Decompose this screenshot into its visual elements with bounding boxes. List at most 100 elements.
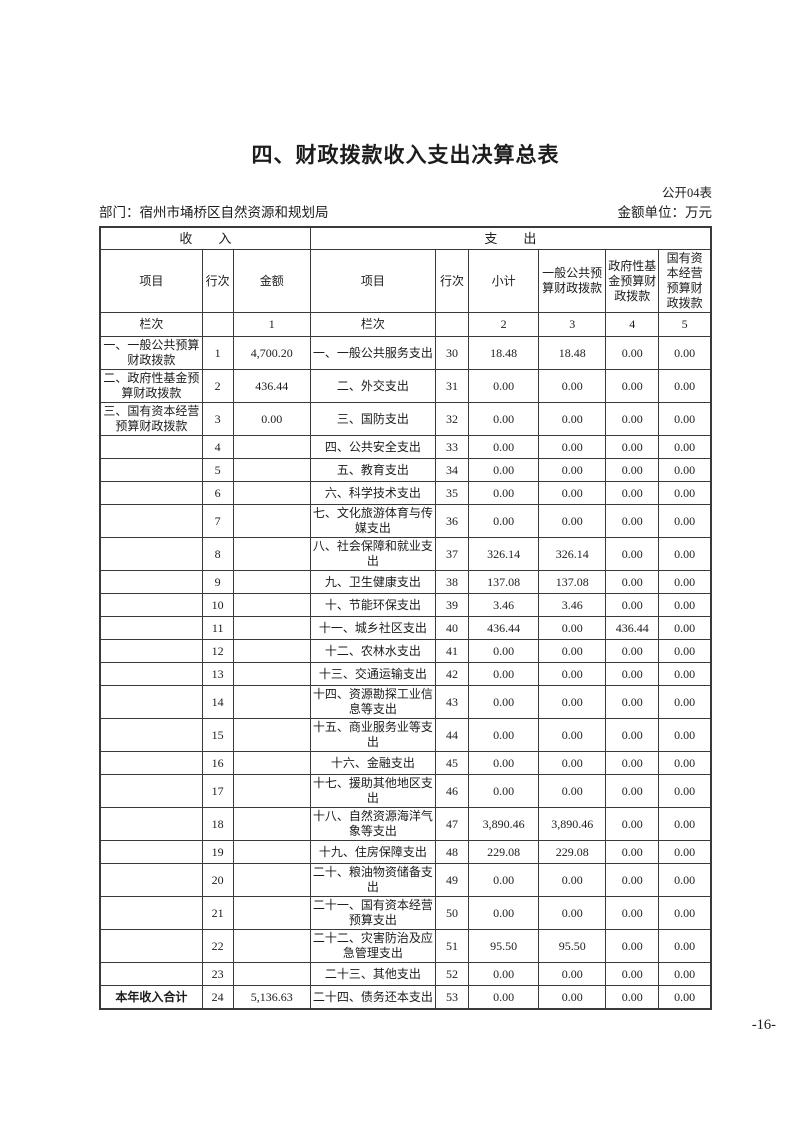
table-row: 19 十九、住房保障支出 48 229.08 229.08 0.00 0.00 [99, 840, 712, 864]
income-amount-cell [232, 481, 311, 505]
expense-line-header: 行次 [434, 249, 470, 313]
state-capital-budget-cell: 0.00 [658, 639, 712, 663]
expense-item-cell: 二十四、债务还本支出 [309, 985, 437, 1010]
income-item-cell: 本年收入合计 [99, 985, 203, 1010]
subtotal-cell: 0.00 [468, 685, 540, 719]
general-public-budget-cell: 0.00 [538, 685, 607, 719]
government-fund-budget-cell: 0.00 [605, 369, 660, 403]
general-public-budget-header: 一般公共预算财政拨款 [538, 249, 607, 313]
table-row: 18 十八、自然资源海洋气象等支出 47 3,890.46 3,890.46 0… [99, 807, 712, 841]
government-fund-budget-cell: 0.00 [605, 481, 660, 505]
income-amount-cell [232, 662, 311, 686]
subtotal-cell: 0.00 [468, 962, 540, 986]
expense-item-cell: 一、一般公共服务支出 [309, 336, 437, 370]
income-amount-cell [232, 863, 311, 897]
government-fund-budget-cell: 0.00 [605, 807, 660, 841]
table-row: 17 十七、援助其他地区支出 46 0.00 0.00 0.00 0.00 [99, 774, 712, 808]
general-public-budget-cell: 0.00 [538, 402, 607, 436]
subtotal-cell: 0.00 [468, 774, 540, 808]
expense-line-cell: 45 [434, 751, 470, 775]
general-public-budget-cell: 0.00 [538, 369, 607, 403]
government-fund-budget-cell: 0.00 [605, 570, 660, 594]
table-row: 一、一般公共预算财政拨款 1 4,700.20 一、一般公共服务支出 30 18… [99, 336, 712, 370]
expense-line-cell: 41 [434, 639, 470, 663]
table-row: 9 九、卫生健康支出 38 137.08 137.08 0.00 0.00 [99, 570, 712, 594]
table-row: 三、国有资本经营预算财政拨款 3 0.00 三、国防支出 32 0.00 0.0… [99, 402, 712, 436]
government-fund-budget-cell: 0.00 [605, 639, 660, 663]
table-row: 5 五、教育支出 34 0.00 0.00 0.00 0.00 [99, 458, 712, 482]
table-row: 4 四、公共安全支出 33 0.00 0.00 0.00 0.00 [99, 435, 712, 459]
income-line-cell: 10 [201, 593, 234, 617]
government-fund-budget-cell: 0.00 [605, 840, 660, 864]
general-public-budget-cell: 229.08 [538, 840, 607, 864]
general-public-budget-cell: 137.08 [538, 570, 607, 594]
general-public-budget-cell: 0.00 [538, 662, 607, 686]
income-amount-cell [232, 840, 311, 864]
state-capital-budget-cell: 0.00 [658, 962, 712, 986]
income-line-cell: 4 [201, 435, 234, 459]
column-index-row: 栏次 1 栏次 2 3 4 5 [99, 312, 712, 337]
expense-item-cell: 二十三、其他支出 [309, 962, 437, 986]
table-row: 12 十二、农林水支出 41 0.00 0.00 0.00 0.00 [99, 639, 712, 663]
income-item-cell [99, 481, 203, 505]
expense-item-cell: 六、科学技术支出 [309, 481, 437, 505]
income-item-cell [99, 840, 203, 864]
general-public-budget-cell: 0.00 [538, 985, 607, 1010]
state-capital-budget-cell: 0.00 [658, 336, 712, 370]
subtotal-cell: 0.00 [468, 504, 540, 538]
general-public-budget-cell: 3.46 [538, 593, 607, 617]
general-public-budget-cell: 18.48 [538, 336, 607, 370]
state-capital-budget-cell: 0.00 [658, 929, 712, 963]
income-amount-cell: 436.44 [232, 369, 311, 403]
government-fund-budget-cell: 0.00 [605, 402, 660, 436]
expense-line-cell: 50 [434, 896, 470, 930]
expense-line-cell: 43 [434, 685, 470, 719]
income-amount-cell [232, 593, 311, 617]
form-code: 公开04表 [661, 186, 712, 200]
subtotal-cell: 95.50 [468, 929, 540, 963]
general-public-budget-cell: 0.00 [538, 458, 607, 482]
table-row: 本年收入合计 24 5,136.63 二十四、债务还本支出 53 0.00 0.… [99, 985, 712, 1010]
income-line-cell: 8 [201, 537, 234, 571]
general-public-budget-cell: 0.00 [538, 718, 607, 752]
state-capital-budget-cell: 0.00 [658, 863, 712, 897]
state-capital-budget-cell: 0.00 [658, 504, 712, 538]
expense-item-cell: 四、公共安全支出 [309, 435, 437, 459]
table-row: 7 七、文化旅游体育与传媒支出 36 0.00 0.00 0.00 0.00 [99, 504, 712, 538]
expense-line-index [434, 312, 470, 337]
income-item-cell [99, 435, 203, 459]
expense-line-cell: 36 [434, 504, 470, 538]
income-amount-cell [232, 435, 311, 459]
table-row: 二、政府性基金预算财政拨款 2 436.44 二、外交支出 31 0.00 0.… [99, 369, 712, 403]
table-row: 20 二十、粮油物资储备支出 49 0.00 0.00 0.00 0.00 [99, 863, 712, 897]
general-public-budget-cell: 0.00 [538, 435, 607, 459]
income-amount-cell [232, 929, 311, 963]
expense-line-cell: 53 [434, 985, 470, 1010]
subtotal-cell: 3,890.46 [468, 807, 540, 841]
income-item-cell [99, 962, 203, 986]
table-row: 21 二十一、国有资本经营预算支出 50 0.00 0.00 0.00 0.00 [99, 896, 712, 930]
income-amount-cell [232, 774, 311, 808]
expense-line-cell: 31 [434, 369, 470, 403]
government-fund-budget-cell: 0.00 [605, 435, 660, 459]
government-fund-budget-cell: 436.44 [605, 616, 660, 640]
income-item-cell: 二、政府性基金预算财政拨款 [99, 369, 203, 403]
income-amount-cell [232, 458, 311, 482]
expense-item-cell: 十八、自然资源海洋气象等支出 [309, 807, 437, 841]
subtotal-cell: 3.46 [468, 593, 540, 617]
expense-item-cell: 十六、金融支出 [309, 751, 437, 775]
general-public-budget-cell: 0.00 [538, 863, 607, 897]
income-amount-cell [232, 962, 311, 986]
expense-line-cell: 34 [434, 458, 470, 482]
subtotal-cell: 0.00 [468, 751, 540, 775]
expense-line-cell: 51 [434, 929, 470, 963]
expense-item-cell: 二十二、灾害防治及应急管理支出 [309, 929, 437, 963]
income-amount-cell [232, 639, 311, 663]
state-capital-budget-header: 国有资本经营预算财政拨款 [658, 249, 712, 313]
income-amount-cell: 5,136.63 [232, 985, 311, 1010]
government-fund-budget-cell: 0.00 [605, 662, 660, 686]
income-line-cell: 22 [201, 929, 234, 963]
income-item-cell [99, 718, 203, 752]
expense-line-cell: 39 [434, 593, 470, 617]
government-fund-budget-cell: 0.00 [605, 896, 660, 930]
